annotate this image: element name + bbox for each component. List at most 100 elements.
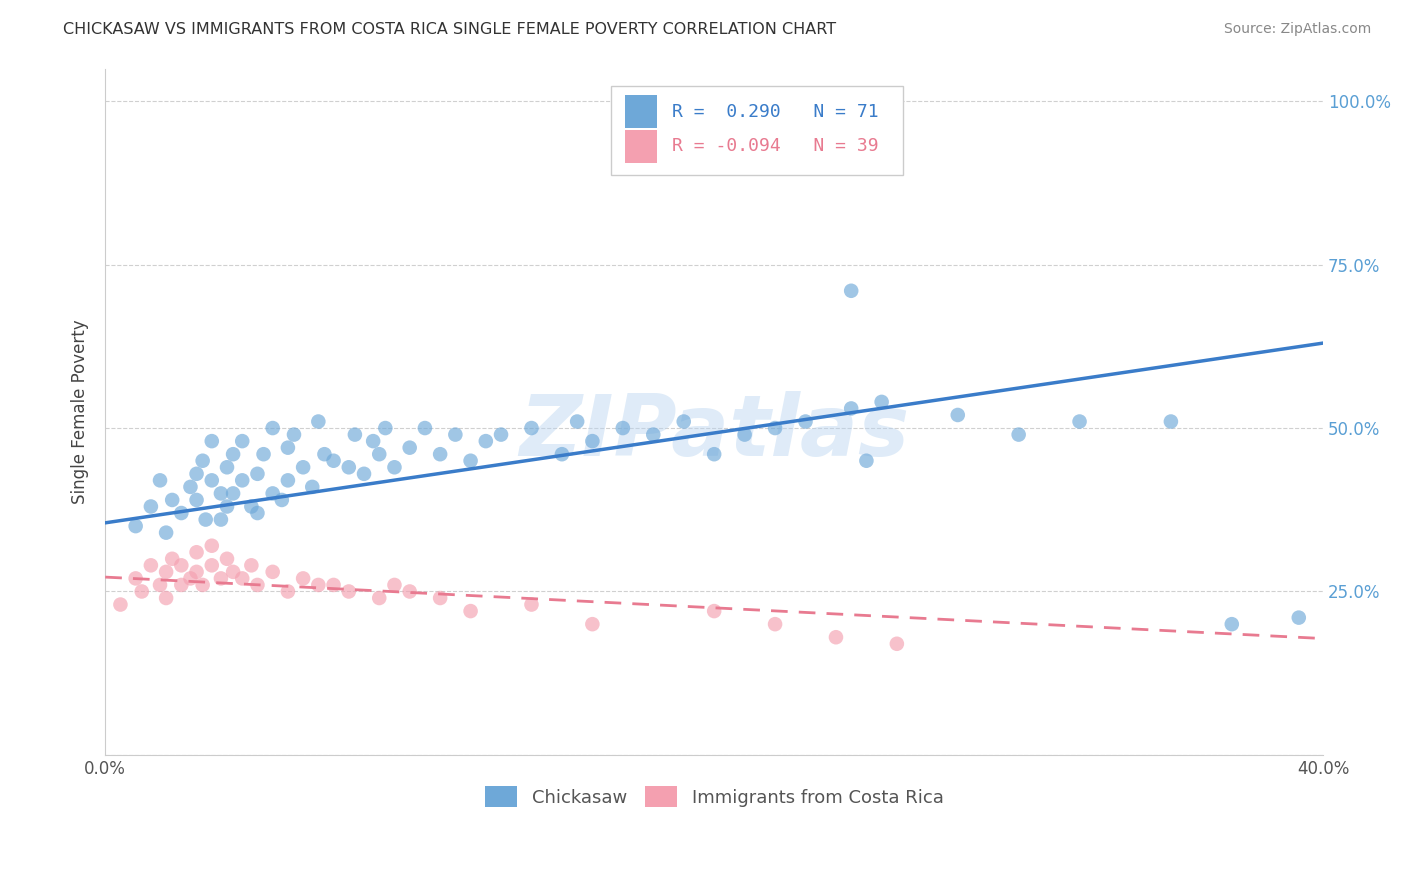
Point (170, 578, 193, 592)
Point (186, 467, 208, 481)
Point (322, 454, 344, 468)
Point (384, 578, 406, 592)
Text: R = -0.094   N = 39: R = -0.094 N = 39 (672, 137, 879, 155)
Point (307, 415, 329, 429)
Point (231, 474, 253, 488)
Point (946, 408, 969, 422)
Point (149, 474, 172, 488)
Point (870, 395, 893, 409)
Point (475, 434, 498, 449)
Point (186, 492, 208, 507)
Text: ZIPatlas: ZIPatlas (519, 391, 910, 474)
Point (124, 571, 146, 585)
Point (215, 460, 238, 475)
Point (368, 447, 391, 461)
Point (170, 558, 193, 573)
Point (240, 500, 263, 514)
Point (209, 486, 232, 500)
Y-axis label: Single Female Poverty: Single Female Poverty (72, 319, 89, 504)
Point (429, 591, 451, 605)
Point (398, 584, 420, 599)
Point (703, 447, 725, 461)
Point (551, 447, 574, 461)
Point (672, 415, 695, 429)
Point (361, 434, 384, 449)
Point (231, 571, 253, 585)
Point (384, 460, 406, 475)
Point (215, 551, 238, 566)
Point (191, 578, 214, 592)
Point (292, 571, 315, 585)
Point (215, 500, 238, 514)
Point (301, 480, 323, 494)
Point (155, 525, 177, 540)
Point (398, 441, 420, 455)
Point (246, 506, 269, 520)
Point (643, 427, 665, 442)
Text: R =  0.290   N = 71: R = 0.290 N = 71 (672, 103, 879, 120)
Point (262, 486, 284, 500)
Point (520, 598, 543, 612)
Point (124, 519, 146, 533)
Point (270, 492, 292, 507)
Point (191, 454, 214, 468)
Point (314, 447, 336, 461)
Point (429, 447, 451, 461)
Point (763, 617, 786, 632)
Point (322, 578, 344, 592)
Point (1160, 415, 1182, 429)
Point (139, 500, 162, 514)
Point (179, 480, 201, 494)
Point (1008, 427, 1031, 442)
Point (734, 427, 756, 442)
Point (252, 447, 274, 461)
Point (413, 421, 436, 435)
Point (194, 512, 217, 526)
Point (139, 558, 162, 573)
Point (222, 447, 245, 461)
Point (343, 427, 366, 442)
Point (794, 415, 817, 429)
Point (277, 474, 299, 488)
Point (246, 467, 269, 481)
Point (337, 584, 360, 599)
Point (160, 492, 183, 507)
Point (703, 604, 725, 618)
Point (292, 460, 315, 475)
Point (460, 604, 482, 618)
Point (209, 512, 232, 526)
Point (155, 565, 177, 579)
Point (1069, 415, 1091, 429)
Point (353, 467, 375, 481)
Point (368, 591, 391, 605)
Point (262, 421, 284, 435)
Point (1220, 617, 1243, 632)
Point (520, 421, 543, 435)
Point (277, 584, 299, 599)
Legend: Chickasaw, Immigrants from Costa Rica: Chickasaw, Immigrants from Costa Rica (478, 780, 950, 814)
Point (201, 558, 224, 573)
Point (460, 454, 482, 468)
Point (374, 421, 396, 435)
Point (179, 571, 201, 585)
Text: CHICKASAW VS IMMIGRANTS FROM COSTA RICA SINGLE FEMALE POVERTY CORRELATION CHART: CHICKASAW VS IMMIGRANTS FROM COSTA RICA … (63, 22, 837, 37)
Point (222, 565, 245, 579)
Point (149, 578, 172, 592)
Point (201, 474, 224, 488)
Point (160, 551, 183, 566)
Point (337, 460, 360, 475)
Point (565, 415, 588, 429)
Point (763, 421, 786, 435)
Point (307, 578, 329, 592)
Point (201, 434, 224, 449)
Point (262, 565, 284, 579)
Point (110, 598, 132, 612)
Point (886, 637, 908, 651)
Point (186, 565, 208, 579)
Point (581, 617, 603, 632)
Point (839, 401, 862, 416)
Point (155, 591, 177, 605)
Point (170, 506, 193, 520)
Point (240, 558, 263, 573)
Point (825, 630, 848, 644)
